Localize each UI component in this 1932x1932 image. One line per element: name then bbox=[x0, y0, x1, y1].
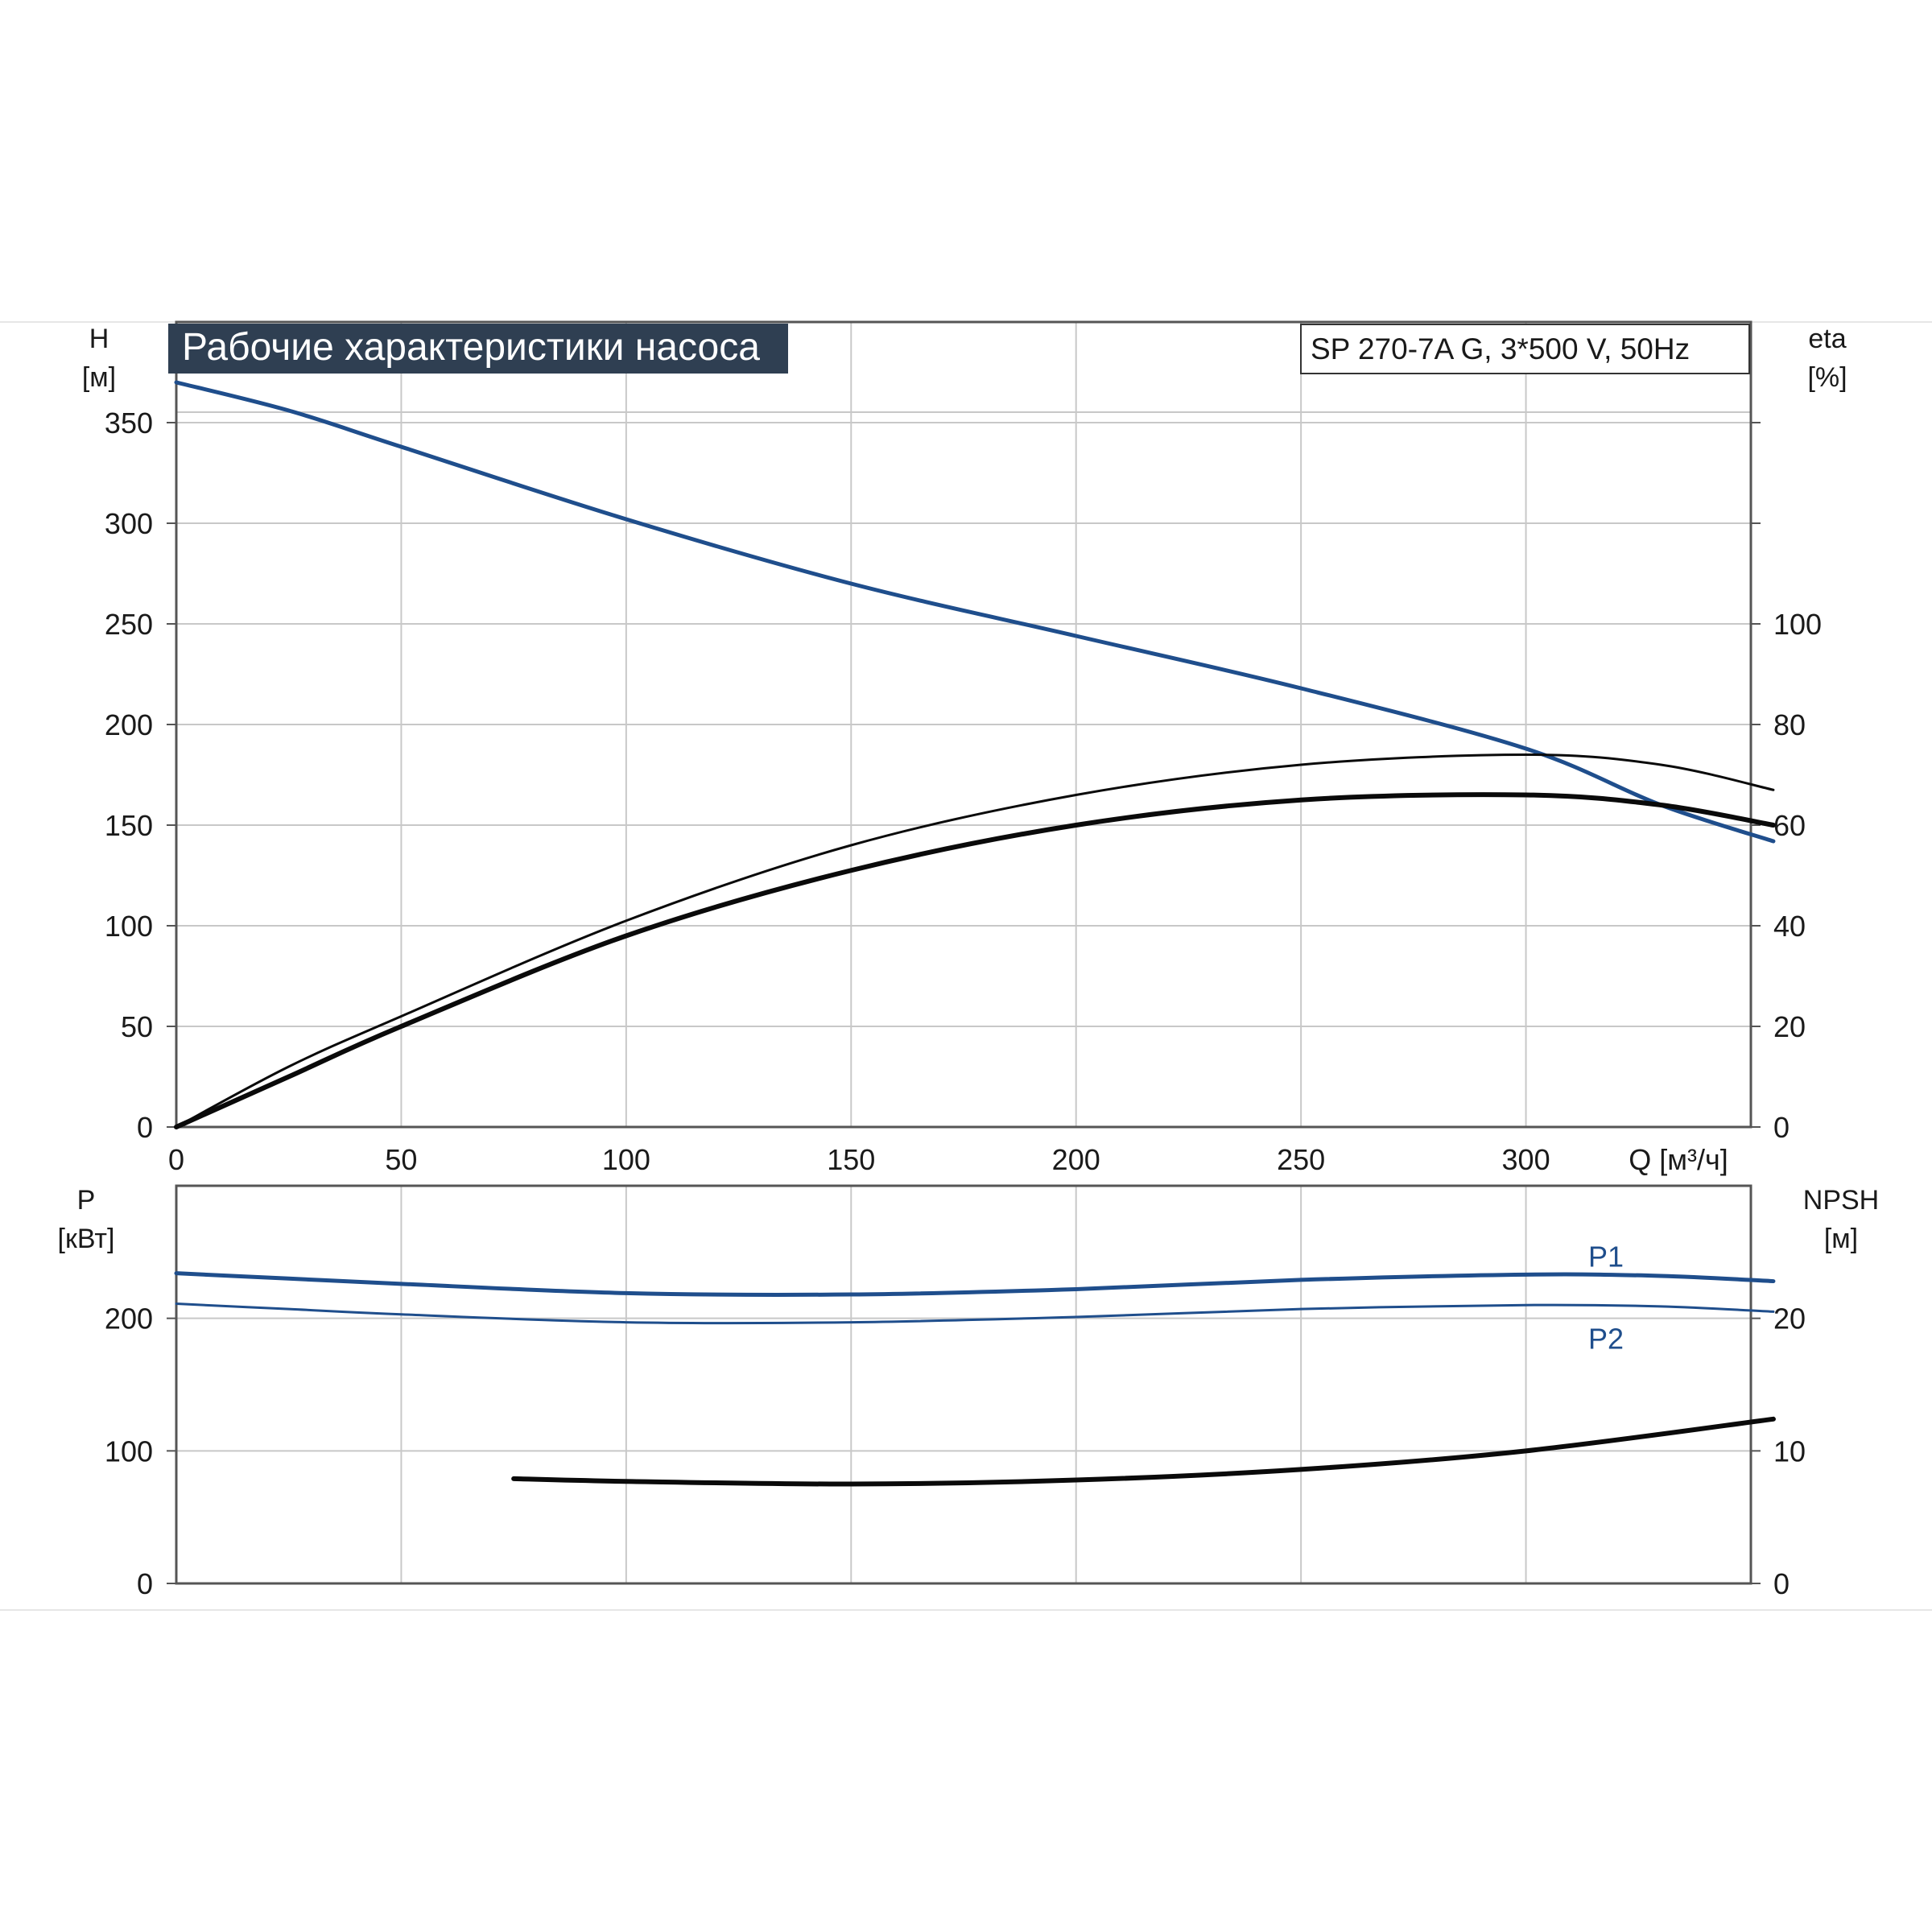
p1-curve bbox=[174, 1271, 1776, 1297]
tick-labels: 0 50 100 150 200 250 3000501001502002503003500… bbox=[105, 407, 1822, 1600]
chart-title-box bbox=[168, 324, 788, 374]
p2-curve bbox=[175, 1302, 1775, 1325]
head-tick-label: 200 bbox=[105, 708, 153, 741]
power-axis-unit: [кВт] bbox=[58, 1224, 115, 1254]
efficiency-tick-label: 100 bbox=[1773, 608, 1822, 641]
head-tick-label: 350 bbox=[105, 407, 153, 440]
efficiency-tick-label: 0 bbox=[1773, 1111, 1790, 1144]
efficiency-tick-label: 20 bbox=[1773, 1010, 1806, 1043]
npsh-axis-name: NPSH bbox=[1803, 1185, 1879, 1216]
npsh-curve bbox=[511, 1416, 1776, 1487]
performance-grid bbox=[167, 322, 1761, 1128]
npsh-tick-label: 0 bbox=[1773, 1567, 1790, 1600]
x-tick-label: 50 bbox=[385, 1143, 417, 1176]
series-label-p1: P1 bbox=[1588, 1241, 1624, 1274]
head-tick-label: 50 bbox=[121, 1010, 153, 1043]
head-tick-label: 100 bbox=[105, 910, 153, 943]
head-axis-name: H bbox=[89, 324, 109, 354]
power-plot-frame bbox=[175, 1184, 1752, 1585]
power-grid bbox=[167, 1186, 1761, 1584]
power-tick-label: 200 bbox=[105, 1302, 153, 1335]
chart-title: Рабочие характеристики насоса bbox=[182, 326, 760, 369]
efficiency-axis-name: eta bbox=[1808, 324, 1846, 354]
flow-axis-label: Q [м³/ч] bbox=[1629, 1143, 1728, 1176]
series-label-p2: P2 bbox=[1588, 1322, 1624, 1355]
head-tick-label: 0 bbox=[137, 1111, 153, 1144]
x-tick-label: 0 bbox=[168, 1143, 184, 1176]
efficiency-axis-unit: [%] bbox=[1807, 362, 1847, 393]
x-tick-label: 150 bbox=[827, 1143, 875, 1176]
npsh-tick-label: 10 bbox=[1773, 1435, 1806, 1468]
model-label-box bbox=[1300, 324, 1750, 374]
head-tick-label: 300 bbox=[105, 507, 153, 540]
performance-plot-frame bbox=[175, 320, 1752, 1129]
efficiency-tick-label: 40 bbox=[1773, 910, 1806, 943]
power-tick-label: 100 bbox=[105, 1435, 153, 1468]
npsh-tick-label: 20 bbox=[1773, 1302, 1806, 1335]
head-curve bbox=[174, 380, 1776, 844]
series-lines bbox=[174, 380, 1776, 1487]
head-axis-unit: [м] bbox=[82, 362, 116, 393]
head-tick-label: 250 bbox=[105, 608, 153, 641]
model-label: SP 270-7A G, 3*500 V, 50Hz bbox=[1311, 332, 1690, 365]
efficiency-tick-label: 80 bbox=[1773, 708, 1806, 741]
x-tick-label: 300 bbox=[1502, 1143, 1550, 1176]
x-tick-label: 100 bbox=[602, 1143, 650, 1176]
efficiency-curve-thick bbox=[174, 792, 1776, 1129]
x-tick-label: 200 bbox=[1052, 1143, 1100, 1176]
series-labels: P1 P2 bbox=[1588, 1241, 1624, 1356]
efficiency-curve-thin bbox=[175, 753, 1775, 1129]
power-axis-name: P bbox=[77, 1185, 96, 1216]
x-tick-label: 250 bbox=[1277, 1143, 1325, 1176]
npsh-axis-unit: [м] bbox=[1824, 1224, 1858, 1254]
power-tick-label: 0 bbox=[137, 1567, 153, 1600]
head-tick-label: 150 bbox=[105, 809, 153, 842]
efficiency-tick-label: 60 bbox=[1773, 809, 1806, 842]
